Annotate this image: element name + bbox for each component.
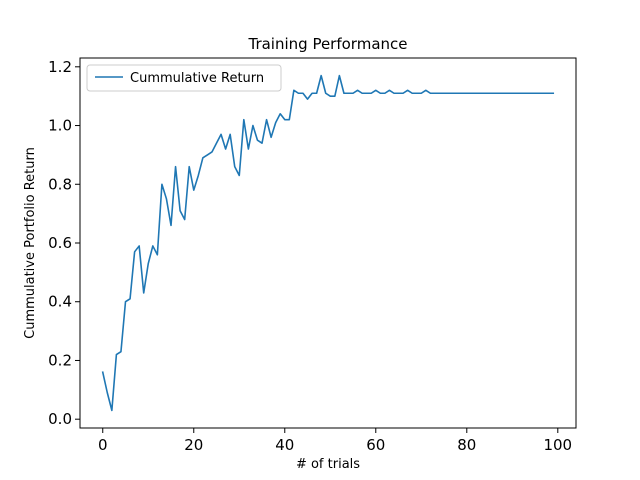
y-tick-label: 0.8 bbox=[48, 175, 72, 193]
x-tick-label: 0 bbox=[98, 436, 108, 454]
x-tick-label: 100 bbox=[543, 436, 572, 454]
x-tick-label: 60 bbox=[366, 436, 385, 454]
y-axis-label: Cummulative Portfolio Return bbox=[23, 147, 38, 339]
legend: Cummulative Return bbox=[87, 65, 281, 91]
y-tick-label: 0.4 bbox=[48, 293, 72, 311]
x-tick-label: 40 bbox=[275, 436, 294, 454]
y-tick-label: 1.2 bbox=[48, 58, 72, 76]
y-tick-label: 0.2 bbox=[48, 351, 72, 369]
y-tick-label: 1.0 bbox=[48, 117, 72, 135]
x-tick-label: 80 bbox=[457, 436, 476, 454]
y-tick-label: 0.6 bbox=[48, 234, 72, 252]
y-tick-label: 0.0 bbox=[48, 410, 72, 428]
chart-title: Training Performance bbox=[247, 35, 407, 53]
legend-entry-cummulative-return: Cummulative Return bbox=[130, 71, 264, 86]
plot-area bbox=[80, 58, 576, 428]
axes-background bbox=[80, 58, 576, 428]
x-tick-label: 20 bbox=[184, 436, 203, 454]
x-axis-label: # of trials bbox=[296, 457, 360, 472]
